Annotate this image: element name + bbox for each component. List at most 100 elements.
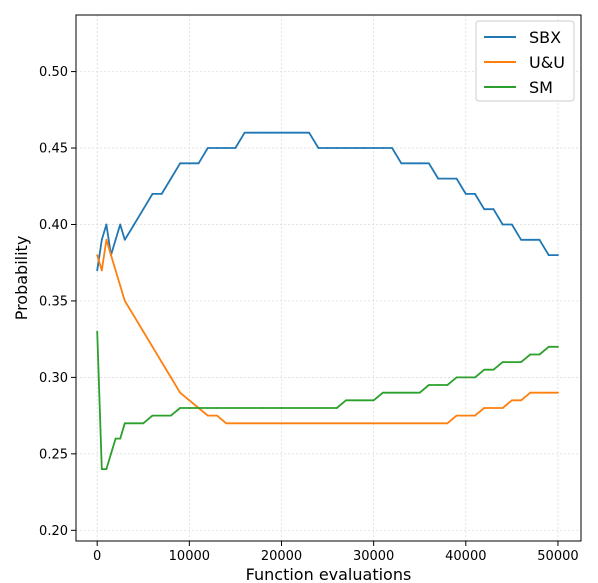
series-lines [96, 131, 559, 471]
data-point [142, 208, 145, 211]
data-point [354, 147, 357, 149]
data-point [409, 162, 412, 165]
legend-label-0: SBX [529, 28, 561, 47]
data-point [151, 414, 154, 417]
x-tick-label: 40000 [445, 549, 486, 564]
data-point [464, 414, 467, 417]
data-point [234, 147, 237, 149]
data-point [428, 422, 430, 425]
data-point [133, 223, 135, 226]
data-point [299, 407, 301, 409]
data-point [96, 330, 99, 333]
data-point [381, 147, 384, 149]
data-point [391, 147, 393, 149]
data-point [299, 422, 301, 425]
data-point [400, 162, 403, 165]
data-point [170, 414, 172, 417]
data-point [308, 131, 311, 134]
data-point [280, 422, 283, 425]
data-point [335, 147, 338, 149]
data-point [271, 422, 274, 425]
legend: SBX U&U SM [475, 20, 575, 102]
y-tick-label: 0.45 [39, 142, 68, 157]
data-point [179, 162, 182, 165]
data-point [123, 422, 126, 425]
data-point [142, 330, 145, 333]
data-point [179, 407, 182, 409]
data-point [538, 238, 541, 241]
data-point [391, 422, 393, 425]
data-point [96, 269, 99, 272]
x-tick-label: 30000 [353, 549, 394, 564]
data-point [262, 131, 264, 134]
y-tick-label: 0.50 [39, 65, 68, 80]
x-tick-label: 0 [93, 549, 101, 564]
data-point [326, 407, 329, 409]
data-point [100, 468, 103, 471]
data-point [418, 422, 421, 425]
data-point [142, 422, 145, 425]
data-point [317, 422, 320, 425]
data-point [110, 452, 112, 455]
data-point [501, 361, 504, 363]
data-point [308, 422, 311, 425]
data-point [119, 223, 122, 226]
legend-box [475, 20, 575, 102]
legend-label-2: SM [529, 78, 553, 97]
data-point [547, 254, 550, 256]
series-line-1 [96, 238, 558, 425]
data-point [345, 399, 347, 402]
data-point [308, 407, 311, 409]
data-point [474, 376, 476, 379]
data-point [510, 223, 513, 226]
data-point [299, 131, 301, 134]
data-point [133, 315, 135, 318]
data-point [160, 193, 163, 195]
data-point [335, 422, 338, 425]
data-point [363, 147, 366, 149]
data-point [501, 223, 504, 226]
data-point [483, 368, 486, 371]
data-point [197, 162, 200, 165]
data-point [428, 384, 430, 386]
data-point [400, 422, 403, 425]
data-point [437, 422, 440, 425]
y-tick-label: 0.35 [39, 294, 68, 309]
data-point [110, 254, 112, 256]
data-point [464, 193, 467, 195]
data-point [372, 422, 375, 425]
data-point [529, 238, 532, 241]
data-point [474, 414, 476, 417]
series-line-0 [96, 131, 558, 271]
data-point [289, 407, 292, 409]
data-point [538, 353, 541, 356]
data-point [437, 177, 440, 180]
data-point [160, 414, 163, 417]
data-point [271, 131, 274, 134]
data-point [225, 407, 228, 409]
series-line-2 [96, 331, 558, 471]
data-point [418, 391, 421, 394]
data-point [100, 269, 103, 272]
data-point [492, 407, 495, 409]
data-point [289, 422, 292, 425]
data-point [289, 131, 292, 134]
data-point [409, 422, 412, 425]
data-point [252, 131, 255, 134]
data-point [197, 407, 200, 409]
y-tick-label: 0.40 [39, 218, 68, 233]
y-tick-label: 0.30 [39, 371, 68, 386]
data-point [510, 361, 513, 363]
data-point [501, 407, 504, 409]
plot-frame [75, 14, 582, 542]
data-point [345, 147, 347, 149]
data-point [216, 407, 218, 409]
data-point [243, 422, 246, 425]
data-point [119, 437, 122, 440]
data-point [133, 422, 135, 425]
data-point [455, 177, 458, 180]
data-point [464, 376, 467, 379]
data-point [206, 147, 209, 149]
data-point [317, 147, 320, 149]
data-point [114, 437, 117, 440]
